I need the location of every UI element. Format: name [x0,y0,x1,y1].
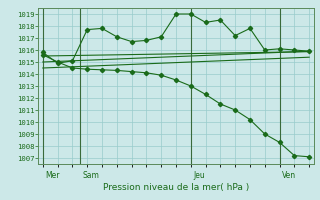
Text: Jeu: Jeu [193,171,205,180]
Text: Ven: Ven [282,171,296,180]
Text: Sam: Sam [82,171,99,180]
X-axis label: Pression niveau de la mer( hPa ): Pression niveau de la mer( hPa ) [103,183,249,192]
Text: Mer: Mer [45,171,60,180]
